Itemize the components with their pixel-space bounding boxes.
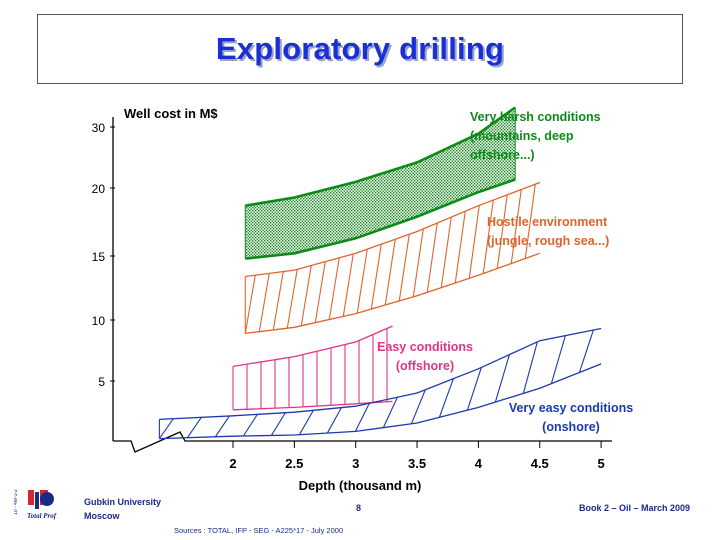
band-fill-green xyxy=(245,107,516,259)
band-hatch-orange xyxy=(370,244,382,310)
band-hatch-orange xyxy=(356,249,368,314)
series-label-pink: Easy conditions xyxy=(377,340,473,354)
x-tick-label-3.5: 3.5 xyxy=(408,456,426,471)
band-hatch-orange xyxy=(412,228,424,297)
band-lower-line-green xyxy=(245,178,516,260)
band-upper-line-pink xyxy=(232,325,393,368)
band-hatch-orange xyxy=(244,275,256,334)
band-lower-line-blue xyxy=(159,363,602,440)
band-hatch-orange xyxy=(426,222,438,293)
y-tick-label-15: 15 xyxy=(92,250,106,264)
band-green xyxy=(244,106,516,260)
band-upper-line-green xyxy=(245,106,516,207)
x-tick-label-4.5: 4.5 xyxy=(531,456,549,471)
band-hatch-orange xyxy=(440,217,452,288)
series-label-pink: (offshore) xyxy=(396,359,454,373)
y-tick-label-30: 30 xyxy=(92,121,106,135)
band-hatch-blue xyxy=(410,389,426,424)
band-hatch-orange xyxy=(524,184,536,259)
band-hatch-orange xyxy=(328,257,340,320)
x-axis-line xyxy=(113,431,612,453)
band-hatch-blue xyxy=(270,412,286,436)
band-lower-line-orange xyxy=(245,252,541,335)
y-axis-title: Well cost in M$ xyxy=(124,106,218,121)
band-hatch-orange xyxy=(272,271,284,331)
band-hatch-orange xyxy=(300,265,312,326)
chart-bands xyxy=(158,106,602,440)
band-hatch-blue xyxy=(326,407,342,434)
x-tick-label-2.5: 2.5 xyxy=(285,456,303,471)
band-hatch-orange xyxy=(342,253,354,317)
band-hatch-orange xyxy=(454,211,466,283)
band-hatch-orange xyxy=(496,194,508,269)
series-label-blue: Very easy conditions xyxy=(509,401,633,415)
series-label-green: Very harsh conditions xyxy=(470,110,601,124)
band-hatch-blue xyxy=(242,414,258,437)
band-pink xyxy=(232,325,393,411)
x-tick-label-4: 4 xyxy=(475,456,483,471)
footer-page-number: 8 xyxy=(356,503,362,513)
title-box: Exploratory drilling xyxy=(37,14,683,84)
band-hatch-orange xyxy=(468,205,480,279)
band-hatch-blue xyxy=(466,367,482,411)
series-label-green: offshore...) xyxy=(470,148,535,162)
x-axis-title: Depth (thousand m) xyxy=(299,478,422,493)
chart-axes: 5 10 15 20 30 2 2.5 3 3.5 4 4.5 5 Well cost in M$ Dep… xyxy=(92,106,612,493)
band-blue xyxy=(158,327,602,440)
band-hatch-blue xyxy=(382,397,398,428)
series-label-blue: (onshore) xyxy=(542,420,600,434)
band-hatch-blue xyxy=(298,410,314,435)
x-tick-label-3: 3 xyxy=(352,456,359,471)
y-tick-label-5: 5 xyxy=(98,375,105,389)
band-hatch-blue xyxy=(354,403,370,432)
y-tick-label-20: 20 xyxy=(92,182,106,196)
x-tick-label-5: 5 xyxy=(597,456,604,471)
band-hatch-blue xyxy=(522,341,538,394)
band-hatch-orange xyxy=(398,234,410,301)
series-label-orange: (jungle, rough sea...) xyxy=(487,234,609,248)
footer-sources: Sources : TOTAL, IFP - SEG - A225*17 - J… xyxy=(174,526,344,535)
band-hatch-blue xyxy=(494,354,510,403)
band-hatch-orange xyxy=(314,261,326,323)
band-hatch-blue xyxy=(214,415,230,438)
band-orange xyxy=(244,181,541,335)
svg-text:10 - 4M-1-2: 10 - 4M-1-2 xyxy=(14,489,19,515)
svg-text:Total Prof: Total Prof xyxy=(27,512,57,520)
band-hatch-blue xyxy=(578,329,594,373)
y-tick-label-10: 10 xyxy=(92,314,106,328)
band-hatch-orange xyxy=(482,199,494,274)
band-hatch-orange xyxy=(384,239,396,306)
footer-org-line2: Moscow xyxy=(84,511,120,521)
band-hatch-orange xyxy=(510,189,522,264)
x-tick-label-2: 2 xyxy=(229,456,236,471)
footer-org-line1: Gubkin University xyxy=(84,497,162,507)
band-upper-line-blue xyxy=(159,327,602,421)
band-hatch-blue xyxy=(158,418,174,439)
band-hatch-blue xyxy=(550,335,566,384)
band-hatch-blue xyxy=(186,417,202,438)
total-prof-logo: 10 - 4M-1-2 Total Prof xyxy=(14,489,57,520)
band-hatch-orange xyxy=(258,273,270,332)
series-label-orange: Hostile environment xyxy=(487,215,608,229)
band-hatch-orange xyxy=(286,269,298,329)
slide-title: Exploratory drilling xyxy=(215,31,505,66)
chart-labels: Very harsh conditions (mountains, deep off… xyxy=(377,110,633,434)
footer-book: Book 2 – Oil – March 2009 xyxy=(579,503,691,513)
band-hatch-blue xyxy=(438,378,454,418)
band-upper-line-orange xyxy=(245,181,541,278)
series-label-green: (mountains, deep xyxy=(470,129,574,143)
